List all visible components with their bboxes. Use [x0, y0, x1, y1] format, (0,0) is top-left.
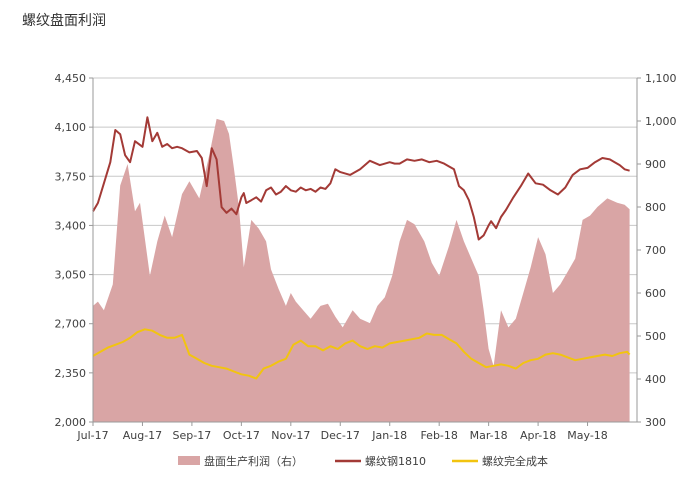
x-tick-label: Jul-17	[76, 429, 108, 442]
legend: 盘面生产利润（右） 螺纹钢1810 螺纹完全成本	[178, 454, 548, 468]
x-tick-label: Apr-18	[520, 429, 556, 442]
line-series	[92, 116, 631, 380]
right-tick-label: 800	[645, 201, 666, 214]
x-tick-label: Aug-17	[123, 429, 162, 442]
x-tick-label: Dec-17	[321, 429, 360, 442]
profit-area	[93, 118, 630, 423]
profit-area-series	[93, 118, 630, 423]
right-tick-label: 900	[645, 158, 666, 171]
legend-cost-label: 螺纹完全成本	[482, 454, 548, 468]
legend-profit-swatch	[178, 456, 200, 465]
rebar-line	[92, 116, 630, 241]
right-tick-label: 1,100	[645, 72, 677, 85]
left-tick-label: 3,400	[55, 219, 87, 232]
right-tick-label: 500	[645, 330, 666, 343]
legend-rebar-label: 螺纹钢1810	[365, 454, 426, 468]
x-axis-ticks: Jul-17 Aug-17 Sep-17 Oct-17 Nov-17 Dec-17 Jan-…	[76, 422, 608, 442]
x-tick-label: May-18	[567, 429, 608, 442]
x-tick-label: Sep-17	[173, 429, 212, 442]
legend-profit-label: 盘面生产利润（右）	[204, 454, 303, 468]
right-tick-label: 700	[645, 244, 666, 257]
right-tick-label: 300	[645, 416, 666, 429]
x-tick-label: Nov-17	[271, 429, 310, 442]
left-tick-label: 2,700	[55, 318, 87, 331]
right-tick-label: 1,000	[645, 115, 677, 128]
left-tick-label: 4,450	[55, 72, 87, 85]
left-tick-label: 2,350	[55, 367, 87, 380]
right-tick-label: 600	[645, 287, 666, 300]
x-tick-label: Jan-18	[371, 429, 407, 442]
page-title: 螺纹盘面利润	[22, 13, 106, 29]
left-tick-label: 3,050	[55, 269, 87, 282]
x-tick-label: Mar-18	[470, 429, 508, 442]
x-tick-label: Feb-18	[420, 429, 457, 442]
right-tick-label: 400	[645, 373, 666, 386]
left-tick-label: 2,000	[55, 416, 87, 429]
x-tick-label: Oct-17	[223, 429, 260, 442]
left-axis-ticks: 2,000 2,350 2,700 3,050 3,400 3,750 4,100 4,450	[55, 72, 93, 429]
left-tick-label: 3,750	[55, 170, 87, 183]
right-axis-ticks: 300 400 500 600 700 800 900 1,000 1,100	[637, 72, 677, 429]
left-tick-label: 4,100	[55, 121, 87, 134]
cost-line	[92, 328, 631, 380]
